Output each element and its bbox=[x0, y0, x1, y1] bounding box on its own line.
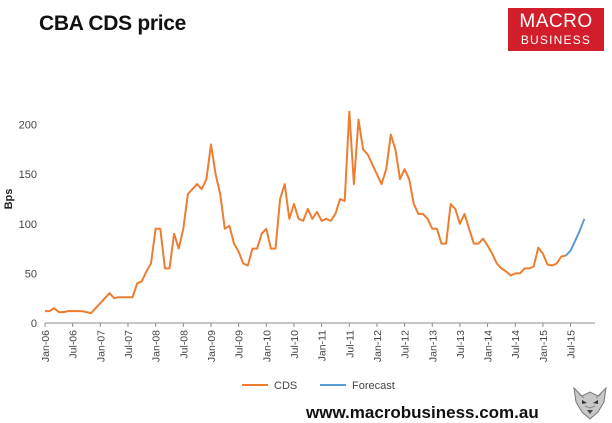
x-tick-label: Jan-15 bbox=[538, 330, 550, 362]
y-axis-label: Bps bbox=[3, 189, 15, 210]
x-tick-label: Jul-08 bbox=[178, 330, 190, 359]
y-tick-label: 50 bbox=[25, 268, 37, 280]
x-tick-label: Jul-12 bbox=[400, 330, 412, 359]
x-tick-label: Jul-10 bbox=[289, 330, 301, 359]
legend-label-forecast: Forecast bbox=[352, 380, 395, 392]
x-tick-label: Jul-15 bbox=[566, 330, 578, 359]
macrobusiness-logo: MACRO BUSINESS bbox=[508, 8, 604, 51]
x-tick-label: Jan-09 bbox=[206, 330, 218, 362]
wolf-logo-icon bbox=[573, 386, 607, 420]
x-tick-label: Jan-10 bbox=[261, 330, 273, 362]
chart-axes: 0 50 100 150 200 Bps Jan-06 Jul-06 Jan-07 Jul-07 J… bbox=[3, 120, 595, 362]
chart-series bbox=[45, 110, 586, 315]
x-tick-label: Jan-13 bbox=[427, 330, 439, 362]
y-tick-label: 0 bbox=[31, 318, 37, 330]
chart-legend: CDS Forecast bbox=[242, 380, 395, 392]
logo-line-1: MACRO bbox=[519, 11, 593, 32]
x-tick-label: Jan-12 bbox=[372, 330, 384, 362]
x-tick-label: Jan-11 bbox=[317, 330, 329, 361]
website-url: www.macrobusiness.com.au bbox=[306, 403, 539, 422]
series-line-cds bbox=[45, 110, 567, 315]
x-tick-label: Jul-13 bbox=[455, 330, 467, 359]
x-tick-label: Jul-11 bbox=[344, 330, 356, 358]
series-line-forecast bbox=[565, 218, 586, 257]
y-tick-label: 200 bbox=[19, 120, 37, 132]
x-tick-label: Jan-07 bbox=[95, 330, 107, 362]
y-tick-label: 150 bbox=[19, 169, 37, 181]
y-tick-label: 100 bbox=[19, 219, 37, 231]
x-tick-label: Jan-06 bbox=[40, 330, 52, 362]
legend-label-cds: CDS bbox=[274, 380, 297, 392]
x-tick-label: Jul-07 bbox=[123, 330, 135, 359]
logo-line-2: BUSINESS bbox=[520, 33, 592, 47]
chart-title: CBA CDS price bbox=[39, 12, 187, 35]
x-tick-label: Jan-08 bbox=[151, 330, 163, 362]
x-tick-label: Jul-06 bbox=[68, 330, 80, 359]
x-tick-label: Jul-14 bbox=[510, 330, 522, 359]
x-tick-label: Jul-09 bbox=[234, 330, 246, 359]
x-tick-label: Jan-14 bbox=[483, 330, 495, 362]
